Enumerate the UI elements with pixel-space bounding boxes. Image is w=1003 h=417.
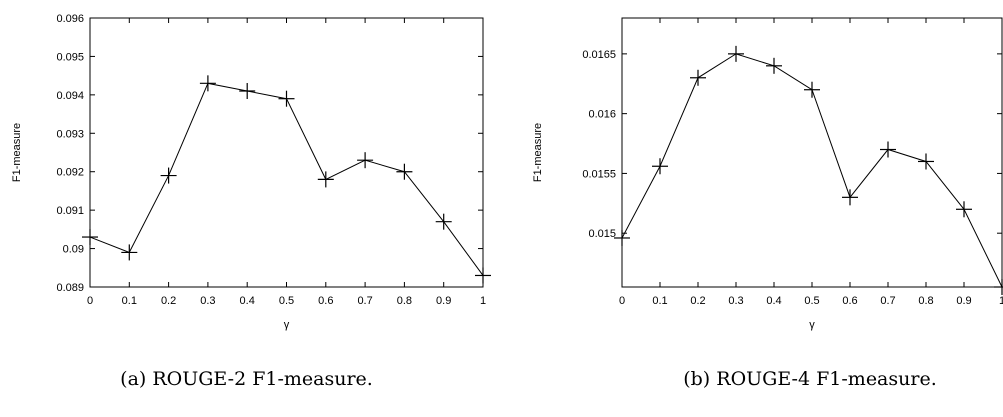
chart-caption: (b) ROUGE-4 F1-measure. (683, 368, 937, 390)
series-line (89, 82, 484, 276)
x-tick-label: 0.8 (397, 295, 412, 307)
y-tick-label: 0.092 (56, 167, 84, 179)
y-tick-label: 0.096 (56, 13, 84, 25)
x-tick-label: 0.2 (161, 295, 176, 307)
data-point (652, 158, 668, 175)
data-point (199, 75, 216, 92)
x-tick-label: 0 (87, 295, 93, 307)
data-point (317, 171, 334, 188)
plot-frame (621, 17, 1003, 288)
data-point (842, 189, 858, 206)
x-tick-label: 0 (619, 295, 625, 307)
y-tick-label: 0.0155 (582, 168, 616, 180)
data-point (690, 69, 706, 86)
x-tick-label: 1 (999, 295, 1003, 307)
data-point (396, 163, 413, 180)
y-axis-label: F1-measure (532, 123, 544, 182)
data-point (475, 267, 491, 284)
data-point (880, 141, 896, 158)
y-tick-label: 0.015 (588, 228, 616, 240)
x-tick-label: 0.9 (956, 295, 971, 307)
x-tick-label: 0.2 (690, 295, 705, 307)
data-point (239, 83, 256, 100)
y-tick-label: 0.091 (56, 205, 84, 217)
x-tick-label: 0.5 (804, 295, 819, 307)
data-point (278, 90, 295, 107)
data-point (121, 244, 138, 261)
x-tick-label: 0.7 (880, 295, 895, 307)
data-point (614, 229, 630, 246)
data-point (918, 153, 934, 170)
x-tick-label: 1 (480, 295, 486, 307)
x-tick-label: 0.4 (240, 295, 255, 307)
data-point (160, 167, 177, 184)
data-point (994, 279, 1003, 295)
y-tick-label: 0.016 (588, 109, 616, 121)
x-tick-label: 0.1 (122, 295, 137, 307)
chart-1: 0 0.1 0.2 0.3 0.4 0.5 0.6 0.7 0.8 0.9 1 0.089 0.09 0.… (11, 13, 491, 390)
x-tick-label: 0.3 (200, 295, 215, 307)
x-axis-label: γ (284, 319, 290, 331)
x-axis-label: γ (809, 319, 815, 331)
x-tick-label: 0.3 (728, 295, 743, 307)
x-tick-label: 0.6 (842, 295, 857, 307)
y-tick-label: 0.094 (56, 90, 84, 102)
x-tick-label: 0.4 (766, 295, 781, 307)
data-point (956, 201, 972, 218)
chart-caption: (a) ROUGE-2 F1-measure. (120, 368, 373, 390)
x-tick-label: 0.7 (357, 295, 372, 307)
data-point (728, 45, 744, 62)
data-point (435, 213, 452, 230)
y-tick-label: 0.095 (56, 51, 84, 63)
data-point (766, 57, 782, 74)
x-tick-label: 0.1 (652, 295, 667, 307)
x-tick-label: 0.8 (918, 295, 933, 307)
chart-2: 0 0.1 0.2 0.3 0.4 0.5 0.6 0.7 0.8 0.9 1 0.015 0.0155… (532, 17, 1003, 390)
data-point (357, 152, 374, 169)
y-tick-label: 0.09 (63, 244, 84, 256)
y-tick-label: 0.089 (56, 282, 84, 294)
y-axis-label: F1-measure (11, 123, 23, 182)
y-tick-label: 0.0165 (582, 49, 616, 61)
y-tick-label: 0.093 (56, 128, 84, 140)
plot-frame (89, 17, 484, 288)
x-tick-label: 0.6 (318, 295, 333, 307)
data-point (82, 229, 98, 246)
x-tick-label: 0.9 (436, 295, 451, 307)
x-tick-label: 0.5 (279, 295, 294, 307)
data-point (804, 81, 820, 98)
